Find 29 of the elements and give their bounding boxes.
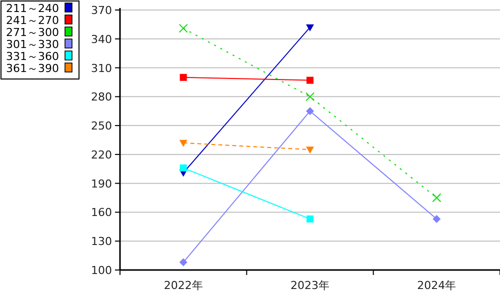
point bbox=[180, 74, 187, 81]
x-tick-label: 2024年 bbox=[417, 279, 456, 292]
x-tick-label: 2023年 bbox=[290, 279, 330, 292]
y-tick-label: 190 bbox=[91, 177, 112, 190]
y-tick-label: 160 bbox=[91, 206, 112, 220]
y-tick-label: 310 bbox=[91, 62, 112, 75]
point bbox=[306, 92, 314, 102]
y-tick-label: 340 bbox=[91, 32, 112, 46]
legend-label: 271～300 bbox=[6, 26, 59, 39]
point bbox=[179, 258, 188, 266]
legend-label: 331～360 bbox=[6, 50, 59, 63]
y-tick-label: 220 bbox=[91, 148, 112, 162]
legend-label: 301～330 bbox=[6, 38, 59, 51]
y-tick-label: 280 bbox=[91, 90, 112, 104]
point bbox=[306, 76, 314, 84]
point bbox=[306, 215, 314, 222]
y-tick-label: 250 bbox=[91, 120, 112, 133]
point bbox=[432, 214, 441, 223]
legend-label: 211～240 bbox=[6, 2, 59, 15]
x-tick-label: 2022年 bbox=[164, 279, 203, 292]
y-tick-label: 370 bbox=[91, 4, 112, 17]
y-tick-label: 100 bbox=[91, 264, 112, 277]
point bbox=[180, 164, 187, 172]
point bbox=[306, 107, 314, 116]
point bbox=[432, 193, 442, 202]
y-tick-label: 130 bbox=[91, 235, 112, 248]
point bbox=[178, 24, 188, 33]
legend-label: 361～390 bbox=[6, 62, 59, 75]
legend-label: 241～270 bbox=[6, 14, 59, 27]
